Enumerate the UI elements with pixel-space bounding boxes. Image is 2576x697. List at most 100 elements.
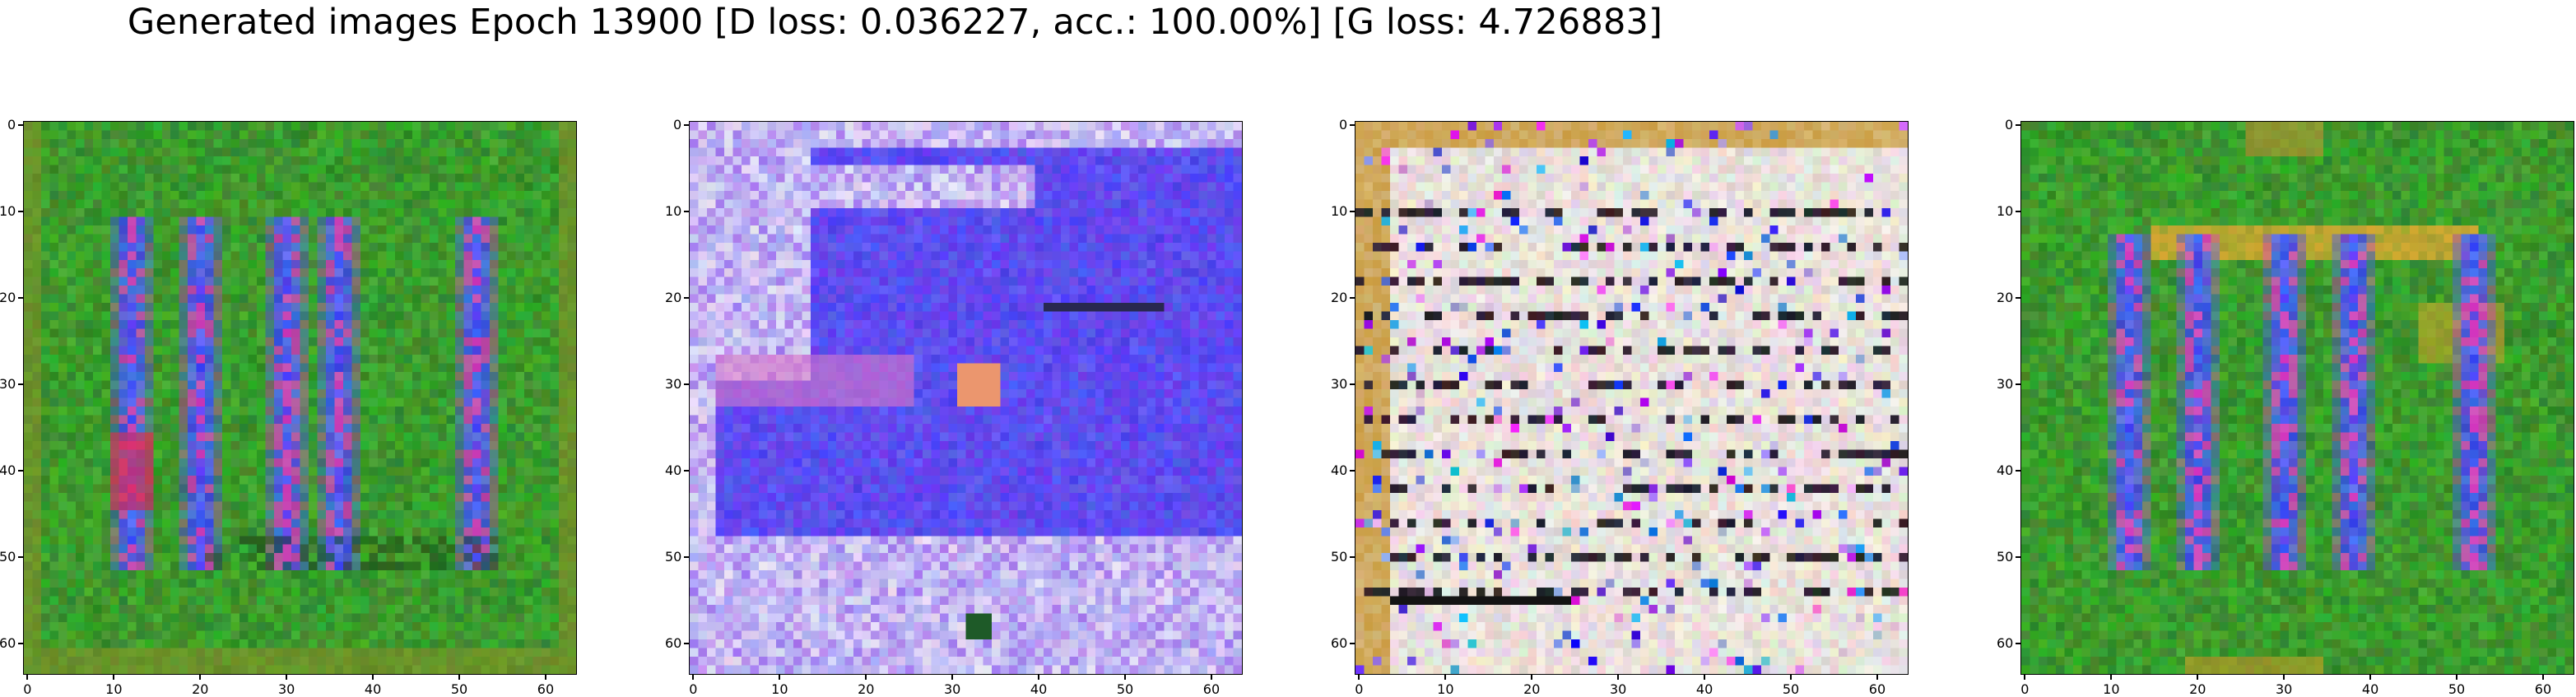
y-tick-label: 20 — [1997, 290, 2013, 305]
x-tick-label: 60 — [537, 681, 554, 697]
y-tick — [1350, 297, 1355, 299]
x-tick-label: 50 — [451, 681, 467, 697]
y-tick — [18, 297, 23, 299]
x-tick — [26, 675, 28, 680]
x-tick-label: 10 — [105, 681, 122, 697]
y-tick — [1350, 124, 1355, 126]
y-tick — [2016, 556, 2020, 558]
x-tick-label: 20 — [192, 681, 208, 697]
x-tick — [1704, 675, 1705, 680]
x-tick — [199, 675, 201, 680]
x-tick — [545, 675, 546, 680]
x-tick — [779, 675, 780, 680]
x-tick — [2456, 675, 2457, 680]
y-tick-label: 40 — [1331, 462, 1347, 478]
x-tick — [951, 675, 953, 680]
y-tick — [2016, 124, 2020, 126]
x-tick — [1038, 675, 1039, 680]
y-tick-label: 50 — [1997, 549, 2013, 565]
y-tick — [1350, 383, 1355, 385]
x-tick-label: 10 — [1437, 681, 1453, 697]
x-tick — [113, 675, 114, 680]
y-tick — [684, 297, 689, 299]
y-tick-label: 50 — [665, 549, 681, 565]
y-tick — [18, 643, 23, 644]
y-tick — [684, 556, 689, 558]
x-tick — [2369, 675, 2371, 680]
generated-image-1 — [23, 121, 577, 675]
x-tick — [1617, 675, 1619, 680]
y-tick — [2016, 211, 2020, 212]
y-tick — [18, 124, 23, 126]
y-tick-label: 30 — [1331, 376, 1347, 392]
x-tick-label: 10 — [2103, 681, 2119, 697]
x-tick — [2024, 675, 2025, 680]
x-tick — [1790, 675, 1792, 680]
x-tick — [1876, 675, 1878, 680]
x-tick-label: 40 — [1696, 681, 1713, 697]
y-tick — [2016, 470, 2020, 472]
y-tick-label: 40 — [1997, 462, 2013, 478]
y-tick-label: 0 — [2005, 117, 2013, 132]
y-tick — [684, 211, 689, 212]
y-tick-label: 60 — [0, 635, 16, 651]
y-tick-label: 10 — [665, 203, 681, 219]
y-tick — [684, 643, 689, 644]
y-tick-label: 40 — [665, 462, 681, 478]
y-tick-label: 20 — [0, 290, 16, 305]
x-tick-label: 0 — [23, 681, 31, 697]
x-tick-label: 60 — [1203, 681, 1220, 697]
y-tick — [1350, 211, 1355, 212]
x-tick-label: 0 — [689, 681, 697, 697]
x-tick-label: 0 — [1355, 681, 1363, 697]
y-tick — [18, 470, 23, 472]
x-tick-label: 60 — [2535, 681, 2551, 697]
y-tick — [684, 470, 689, 472]
y-tick-label: 0 — [673, 117, 681, 132]
x-tick-label: 40 — [1030, 681, 1047, 697]
x-tick — [2197, 675, 2198, 680]
y-tick-label: 50 — [0, 549, 16, 565]
x-tick-label: 60 — [1869, 681, 1886, 697]
x-tick — [1211, 675, 1212, 680]
y-tick — [2016, 297, 2020, 299]
y-tick-label: 30 — [665, 376, 681, 392]
y-tick-label: 10 — [1997, 203, 2013, 219]
x-tick — [1444, 675, 1446, 680]
y-tick-label: 60 — [1331, 635, 1347, 651]
y-tick-label: 60 — [1997, 635, 2013, 651]
x-tick-label: 30 — [2276, 681, 2292, 697]
x-tick — [692, 675, 694, 680]
y-tick-label: 20 — [665, 290, 681, 305]
y-tick-label: 30 — [0, 376, 16, 392]
generated-image-4 — [2020, 121, 2574, 675]
x-tick-label: 40 — [2362, 681, 2378, 697]
y-tick-label: 40 — [0, 462, 16, 478]
x-tick-label: 30 — [944, 681, 960, 697]
y-tick — [684, 383, 689, 385]
x-tick-label: 20 — [2189, 681, 2206, 697]
x-tick — [2542, 675, 2544, 680]
generated-image-2 — [689, 121, 1243, 675]
x-tick-label: 0 — [2020, 681, 2029, 697]
x-tick — [865, 675, 867, 680]
x-tick-label: 40 — [365, 681, 381, 697]
x-tick-label: 50 — [1117, 681, 1133, 697]
x-tick — [2110, 675, 2112, 680]
y-tick — [18, 556, 23, 558]
x-tick — [372, 675, 374, 680]
y-tick — [18, 211, 23, 212]
y-tick — [684, 124, 689, 126]
y-tick — [1350, 470, 1355, 472]
y-tick-label: 10 — [0, 203, 16, 219]
y-tick-label: 60 — [665, 635, 681, 651]
y-tick — [1350, 643, 1355, 644]
x-tick — [2283, 675, 2285, 680]
y-tick — [2016, 383, 2020, 385]
y-tick — [2016, 643, 2020, 644]
x-tick-label: 50 — [1783, 681, 1799, 697]
x-tick — [458, 675, 460, 680]
y-tick-label: 10 — [1331, 203, 1347, 219]
y-tick-label: 0 — [1339, 117, 1347, 132]
y-tick-label: 30 — [1997, 376, 2013, 392]
